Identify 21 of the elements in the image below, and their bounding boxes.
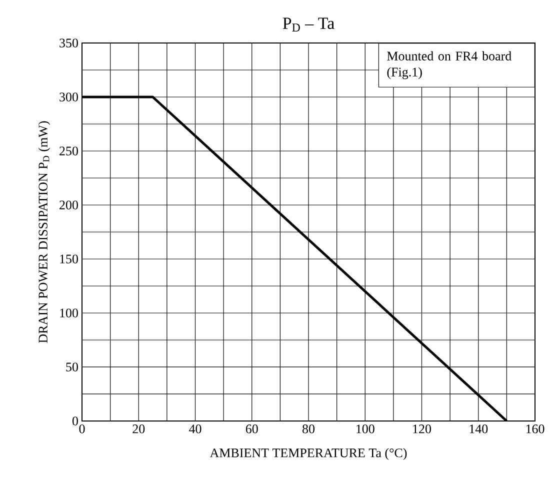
x-tick-label: 120 [413,424,432,434]
y-tick-label: 300 [60,92,78,102]
x-tick-label: 20 [132,424,145,434]
chart-title: P$_{D}$ – Ta [282,18,334,32]
y-axis-title: DRAIN POWER DISSIPATION P$_{D}$ (mW) [38,121,50,343]
y-tick-label: 50 [66,362,78,372]
y-tick-label: 150 [60,254,78,264]
x-tick-label: 40 [189,424,202,434]
y-tick-label: 200 [60,200,78,210]
x-tick-label: 140 [470,424,488,434]
x-tick-label: 80 [302,424,315,434]
x-tick-label: 0 [79,424,85,434]
x-tick-label: 100 [356,424,374,434]
x-axis-title: AMBIENT TEMPERATURE Ta (°C) [210,448,407,460]
x-tick-label: 60 [246,424,258,434]
y-tick-label: 100 [60,308,78,318]
y-tick-label: 350 [60,38,78,48]
annotation: Mounted on FR4 board (Fig.1) [387,51,512,80]
x-tick-label: 160 [526,424,544,434]
y-tick-label: 250 [60,146,78,156]
y-tick-label: 0 [72,416,78,426]
